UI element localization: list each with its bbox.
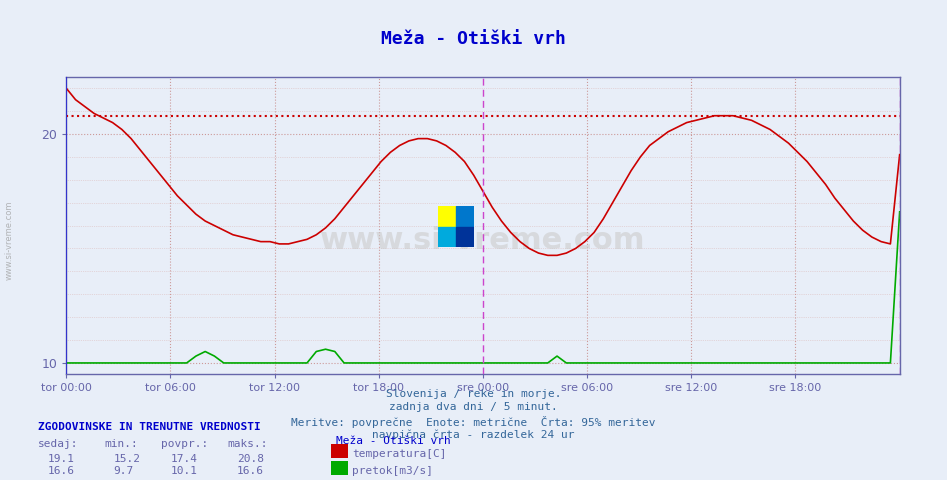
Bar (438, 206, 456, 227)
Text: Meža - Otiški vrh: Meža - Otiški vrh (336, 436, 451, 446)
Text: 20.8: 20.8 (237, 454, 264, 464)
Text: sedaj:: sedaj: (38, 439, 79, 449)
Bar (456, 206, 474, 227)
Text: navpična črta - razdelek 24 ur: navpična črta - razdelek 24 ur (372, 429, 575, 440)
Text: 16.6: 16.6 (47, 466, 75, 476)
Text: 19.1: 19.1 (47, 454, 75, 464)
Bar (438, 227, 456, 247)
Text: Meža - Otiški vrh: Meža - Otiški vrh (381, 30, 566, 48)
Text: zadnja dva dni / 5 minut.: zadnja dva dni / 5 minut. (389, 402, 558, 412)
Text: 16.6: 16.6 (237, 466, 264, 476)
Text: Meritve: povprečne  Enote: metrične  Črta: 95% meritev: Meritve: povprečne Enote: metrične Črta:… (292, 416, 655, 428)
Text: 17.4: 17.4 (170, 454, 198, 464)
Text: povpr.:: povpr.: (161, 439, 208, 449)
Text: maks.:: maks.: (227, 439, 268, 449)
Text: Slovenija / reke in morje.: Slovenija / reke in morje. (385, 389, 562, 399)
Bar (456, 227, 474, 247)
Text: ZGODOVINSKE IN TRENUTNE VREDNOSTI: ZGODOVINSKE IN TRENUTNE VREDNOSTI (38, 422, 260, 432)
Text: temperatura[C]: temperatura[C] (352, 449, 447, 459)
Text: www.si-vreme.com: www.si-vreme.com (320, 226, 646, 255)
Text: min.:: min.: (104, 439, 138, 449)
Text: 9.7: 9.7 (114, 466, 134, 476)
Text: 15.2: 15.2 (114, 454, 141, 464)
Text: pretok[m3/s]: pretok[m3/s] (352, 466, 434, 476)
Text: 10.1: 10.1 (170, 466, 198, 476)
Text: www.si-vreme.com: www.si-vreme.com (5, 200, 14, 280)
